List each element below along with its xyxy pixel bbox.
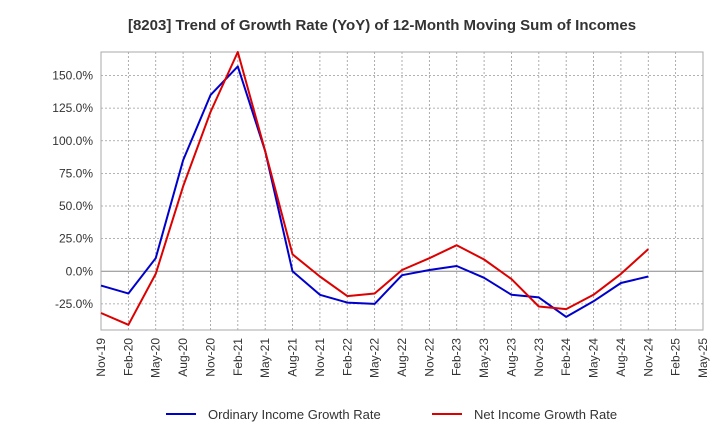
y-tick-label: 50.0% bbox=[59, 199, 93, 213]
series-line-2 bbox=[100, 51, 649, 326]
x-tick-label: Aug-22 bbox=[395, 338, 409, 377]
x-tick-label: May-25 bbox=[696, 338, 710, 378]
x-tick-label: May-23 bbox=[477, 338, 491, 378]
x-tick-label: Nov-19 bbox=[94, 338, 108, 377]
legend-label-1: Ordinary Income Growth Rate bbox=[208, 407, 381, 422]
x-tick-label: Aug-21 bbox=[286, 338, 300, 377]
x-tick-label: May-22 bbox=[368, 338, 382, 378]
x-tick-label: Feb-21 bbox=[231, 338, 245, 376]
x-tick-label: May-24 bbox=[587, 338, 601, 378]
y-tick-label: -25.0% bbox=[55, 297, 93, 311]
x-tick-label: May-21 bbox=[258, 338, 272, 378]
x-tick-label: Feb-24 bbox=[559, 338, 573, 376]
y-tick-label: 75.0% bbox=[59, 166, 93, 180]
chart-title: [8203] Trend of Growth Rate (YoY) of 12-… bbox=[128, 17, 636, 34]
y-tick-label: 125.0% bbox=[52, 101, 93, 115]
plot-frame bbox=[100, 51, 704, 331]
series-line-1 bbox=[100, 65, 649, 318]
y-tick-label: 150.0% bbox=[52, 68, 93, 82]
y-tick-label: 0.0% bbox=[66, 264, 94, 278]
x-tick-label: Nov-23 bbox=[532, 338, 546, 377]
x-tick-label: Nov-24 bbox=[641, 338, 655, 377]
legend-label-2: Net Income Growth Rate bbox=[474, 407, 617, 422]
x-tick-label: Feb-20 bbox=[121, 338, 135, 376]
x-tick-label: Aug-24 bbox=[614, 338, 628, 377]
axes: Nov-19 Feb-20 May-20 Aug-20 Nov-20 Feb-21 May-… bbox=[52, 51, 710, 378]
series bbox=[100, 51, 649, 326]
x-tick-label: Nov-21 bbox=[313, 338, 327, 377]
x-tick-label: Feb-23 bbox=[450, 338, 464, 376]
y-tick-label: 25.0% bbox=[59, 232, 93, 246]
legend: Ordinary Income Growth Rate Net Income Gr… bbox=[166, 407, 617, 422]
x-tick-label: May-20 bbox=[149, 338, 163, 378]
x-tick-label: Nov-20 bbox=[203, 338, 217, 377]
y-tick-label: 100.0% bbox=[52, 134, 93, 148]
x-tick-label: Feb-22 bbox=[340, 338, 354, 376]
x-tick-label: Feb-25 bbox=[669, 338, 683, 376]
x-tick-label: Aug-20 bbox=[176, 338, 190, 377]
x-tick-label: Nov-22 bbox=[422, 338, 436, 377]
grid bbox=[101, 52, 703, 330]
x-tick-label: Aug-23 bbox=[504, 338, 518, 377]
